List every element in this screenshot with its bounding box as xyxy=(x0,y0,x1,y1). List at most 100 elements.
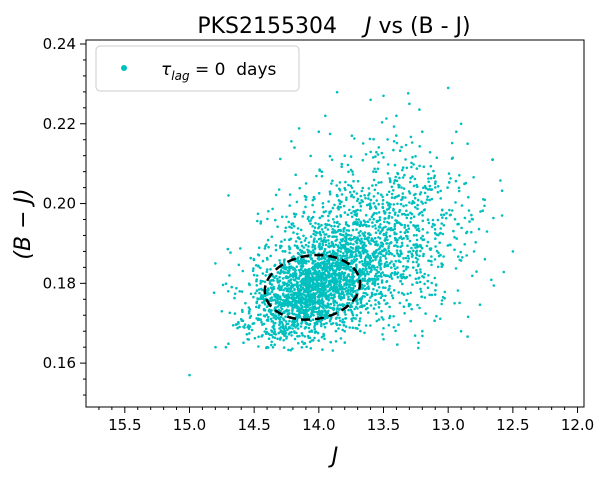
data-point xyxy=(300,332,304,335)
data-point xyxy=(483,257,487,261)
data-point xyxy=(409,135,413,139)
data-point xyxy=(415,183,419,187)
data-point xyxy=(338,316,341,320)
data-point xyxy=(324,210,328,213)
data-point xyxy=(354,209,358,212)
data-point xyxy=(333,203,336,207)
data-point xyxy=(320,174,324,178)
data-point xyxy=(273,321,277,325)
data-point xyxy=(290,290,294,293)
data-point xyxy=(314,287,317,291)
data-point xyxy=(472,250,476,253)
data-point xyxy=(470,213,473,217)
data-point xyxy=(320,309,324,313)
data-point xyxy=(387,227,391,230)
data-point xyxy=(326,259,330,262)
data-point xyxy=(258,318,261,321)
data-point xyxy=(344,180,347,184)
data-point xyxy=(377,202,381,206)
data-point xyxy=(406,224,410,227)
data-point xyxy=(247,311,251,315)
data-point xyxy=(309,253,312,256)
data-point xyxy=(419,270,422,274)
data-point xyxy=(281,277,285,280)
data-point xyxy=(351,273,354,276)
legend: τlag = 0 days xyxy=(95,45,300,92)
data-point xyxy=(324,239,328,242)
data-point xyxy=(382,232,386,236)
data-point xyxy=(313,331,317,334)
data-point xyxy=(357,269,361,273)
data-point xyxy=(321,302,325,306)
data-point xyxy=(372,250,376,254)
data-point xyxy=(347,229,351,232)
data-point xyxy=(279,261,282,265)
data-point xyxy=(412,184,416,188)
data-point xyxy=(439,197,443,200)
data-point xyxy=(388,287,391,291)
data-point xyxy=(315,240,319,243)
data-point xyxy=(399,280,403,283)
data-point xyxy=(337,246,341,250)
data-point xyxy=(412,163,415,166)
data-point xyxy=(299,310,302,314)
data-point xyxy=(322,230,325,234)
data-point xyxy=(266,293,270,296)
data-point xyxy=(255,317,258,320)
data-point xyxy=(334,285,338,289)
data-point xyxy=(290,293,293,297)
data-point xyxy=(287,238,291,242)
data-point xyxy=(214,262,217,265)
data-point xyxy=(392,209,395,212)
data-point xyxy=(290,226,293,230)
data-point xyxy=(255,274,259,277)
data-point xyxy=(319,237,323,240)
data-point xyxy=(415,260,419,264)
data-point xyxy=(329,317,332,321)
data-point xyxy=(328,212,331,215)
data-point xyxy=(297,294,301,298)
data-point xyxy=(297,252,300,256)
data-point xyxy=(358,201,362,205)
data-point xyxy=(401,275,405,279)
data-point xyxy=(327,304,330,308)
data-point xyxy=(330,158,334,162)
data-point xyxy=(311,281,315,285)
data-point xyxy=(295,244,299,248)
data-point xyxy=(289,281,293,285)
x-tick-label: 15.5 xyxy=(108,416,141,434)
data-point xyxy=(291,299,295,303)
data-point xyxy=(348,283,352,287)
data-point xyxy=(332,245,336,248)
data-point xyxy=(313,305,316,309)
data-point xyxy=(361,158,365,162)
data-point xyxy=(313,266,317,270)
data-point xyxy=(346,243,350,246)
data-point xyxy=(276,305,280,308)
data-point xyxy=(287,271,291,274)
data-point xyxy=(409,176,412,180)
data-point xyxy=(426,218,430,221)
data-point xyxy=(409,291,413,295)
data-point xyxy=(345,268,348,271)
data-point xyxy=(327,219,330,222)
data-point xyxy=(334,274,337,278)
data-point xyxy=(338,241,342,244)
data-point xyxy=(364,307,368,311)
data-point xyxy=(499,179,502,182)
data-point xyxy=(263,330,267,333)
data-point xyxy=(459,122,463,126)
data-point xyxy=(343,278,346,282)
data-point xyxy=(293,146,296,149)
data-point xyxy=(344,317,348,320)
data-point xyxy=(227,342,230,346)
data-point xyxy=(457,255,460,258)
data-point xyxy=(327,257,331,260)
data-point xyxy=(306,270,310,273)
data-point xyxy=(323,236,327,239)
data-point xyxy=(451,209,454,212)
data-point xyxy=(455,130,458,133)
data-point xyxy=(300,305,303,309)
data-point xyxy=(238,290,241,293)
data-point xyxy=(430,263,433,267)
